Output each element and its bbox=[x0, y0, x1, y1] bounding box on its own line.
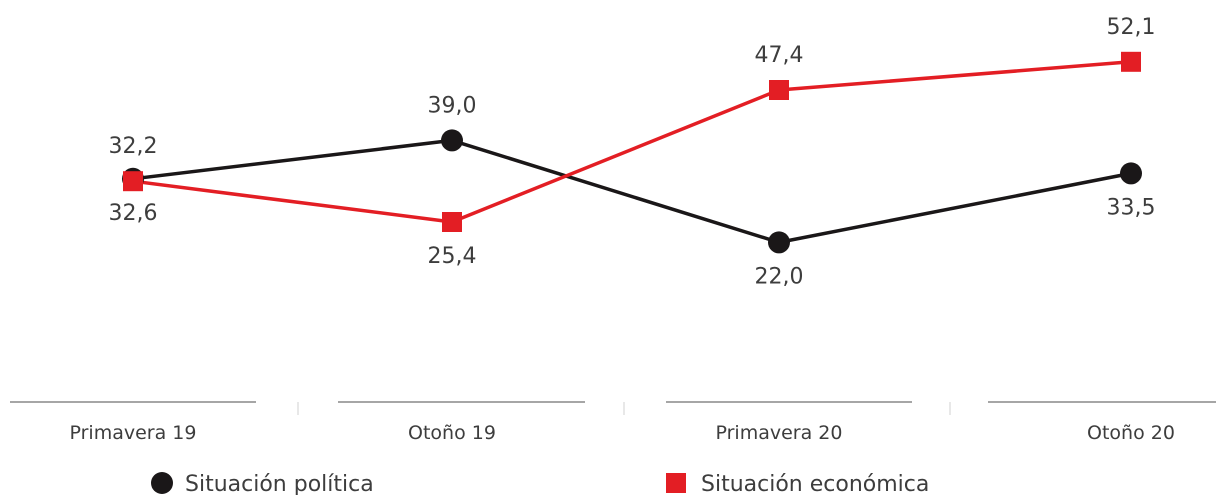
data-point-politica bbox=[768, 231, 790, 254]
data-point-economica bbox=[1121, 51, 1141, 72]
x-tick-label: Otoño 19 bbox=[408, 422, 496, 444]
data-label: 39,0 bbox=[428, 93, 477, 118]
series-line-1 bbox=[132, 60, 1132, 224]
data-label: 22,0 bbox=[755, 264, 804, 289]
legend-label: Situación política bbox=[185, 472, 374, 495]
data-label: 32,6 bbox=[109, 201, 158, 226]
legend: Situación política Situación económica bbox=[151, 472, 929, 495]
x-tick-label: Primavera 20 bbox=[716, 422, 843, 444]
category-axis: Primavera 19 Otoño 19 Primavera 20 Otoño 20 bbox=[10, 401, 1216, 444]
series-markers bbox=[122, 51, 1142, 254]
legend-circle-icon bbox=[151, 472, 173, 494]
x-tick-label: Primavera 19 bbox=[70, 422, 197, 444]
data-point-politica bbox=[441, 129, 463, 152]
series-line-0 bbox=[132, 138, 1132, 245]
data-label: 52,1 bbox=[1107, 15, 1156, 40]
series-lines bbox=[132, 60, 1132, 245]
data-label: 33,5 bbox=[1107, 195, 1156, 220]
data-point-politica bbox=[1120, 162, 1142, 185]
data-point-economica bbox=[442, 212, 462, 232]
legend-item: Situación económica bbox=[666, 472, 929, 495]
x-tick-label: Otoño 20 bbox=[1087, 422, 1175, 444]
legend-label: Situación económica bbox=[701, 472, 929, 495]
data-point-economica bbox=[123, 171, 143, 192]
data-label: 47,4 bbox=[755, 43, 804, 68]
data-label: 25,4 bbox=[428, 244, 477, 269]
data-point-economica bbox=[769, 80, 789, 100]
data-label: 32,2 bbox=[109, 134, 158, 159]
legend-square-icon bbox=[666, 473, 686, 493]
data-labels: 32,6 39,0 22,0 33,5 32,2 25,4 47,4 52,1 bbox=[109, 15, 1156, 290]
legend-item: Situación política bbox=[151, 472, 374, 495]
